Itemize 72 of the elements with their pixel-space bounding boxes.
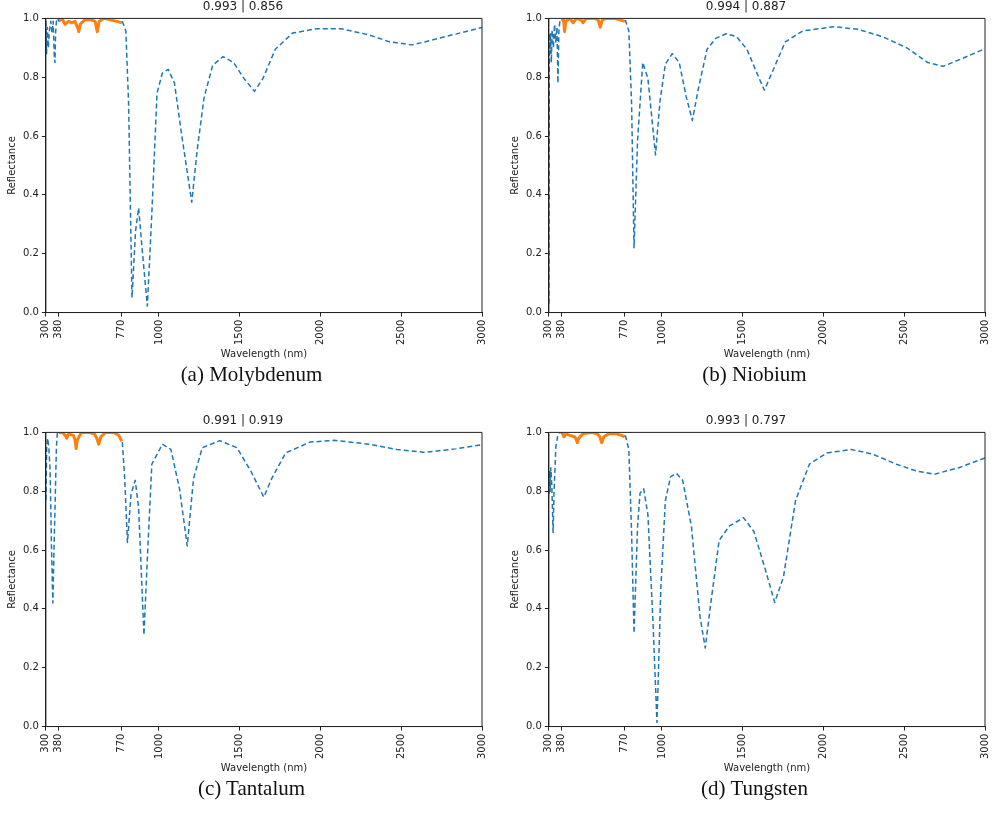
x-axis-title: Wavelength (nm) [723,761,811,773]
y-tick-label: 1.0 [23,11,39,23]
x-tick-label: 2000 [314,319,326,345]
y-tick-label: 0.4 [23,602,39,614]
y-tick-label: 1.0 [23,425,39,437]
x-tick-label: 1000 [152,733,164,759]
y-axis-title: Reflectance [5,550,17,609]
x-tick-label: 2000 [314,733,326,759]
y-axis-title: Reflectance [5,136,17,195]
text: (a) Molybdenum [179,362,324,387]
x-tick-label: 770 [618,319,630,339]
x-tick-label: 770 [618,733,630,753]
y-axis-title: Reflectance [508,136,520,195]
text: (c) Tantalum [196,776,307,801]
x-tick-label: 1000 [655,319,667,345]
x-tick-label: 3000 [475,319,487,345]
x-axis-title: Wavelength (nm) [220,761,308,773]
x-tick-label: 1500 [736,733,748,759]
x-axis-title: Wavelength (nm) [220,347,308,359]
chart-title: 0.993 | 0.856 [202,0,284,14]
y-tick-label: 0.4 [526,602,542,614]
x-tick-label: 770 [115,319,127,339]
x-tick-label: 380 [555,733,567,753]
y-tick-label: 0.6 [23,129,39,141]
x-tick-label: 1000 [655,733,667,759]
y-tick-label: 0.8 [526,70,542,82]
x-tick-label: 2500 [897,319,909,345]
y-tick-label: 0.0 [526,720,542,732]
y-tick-label: 1.0 [526,425,542,437]
chart-title: 0.994 | 0.887 [705,0,787,14]
chart-title: 0.991 | 0.919 [202,413,284,428]
y-tick-label: 0.2 [23,247,39,259]
x-tick-label: 1500 [736,319,748,345]
x-tick-label: 3000 [475,733,487,759]
chart-title: 0.993 | 0.797 [705,413,787,428]
y-tick-label: 1.0 [526,11,542,23]
y-tick-label: 0.6 [526,543,542,555]
x-tick-label: 2500 [394,733,406,759]
y-tick-label: 0.4 [526,188,542,200]
x-axis-title: Wavelength (nm) [723,347,811,359]
x-tick-label: 300 [39,319,51,339]
y-tick-label: 0.2 [526,661,542,673]
text: (d) Tungsten [700,776,809,801]
x-tick-label: 1000 [152,319,164,345]
x-tick-label: 300 [39,733,51,753]
x-tick-label: 300 [542,733,554,753]
x-tick-label: 2500 [897,733,909,759]
y-tick-label: 0.8 [526,484,542,496]
x-tick-label: 300 [542,319,554,339]
x-tick-label: 380 [52,733,64,753]
x-tick-label: 770 [115,733,127,753]
x-tick-label: 1500 [233,733,245,759]
y-tick-label: 0.2 [23,661,39,673]
y-tick-label: 0.8 [23,70,39,82]
y-tick-label: 0.6 [23,543,39,555]
y-tick-label: 0.8 [23,484,39,496]
y-tick-label: 0.2 [526,247,542,259]
y-axis-title: Reflectance [508,550,520,609]
x-tick-label: 3000 [978,733,990,759]
x-tick-label: 380 [52,319,64,339]
y-tick-label: 0.6 [526,129,542,141]
x-tick-label: 2000 [817,733,829,759]
y-tick-label: 0.0 [23,720,39,732]
y-tick-label: 0.0 [526,306,542,318]
x-tick-label: 3000 [978,319,990,345]
x-tick-label: 2500 [394,319,406,345]
x-tick-label: 2000 [817,319,829,345]
x-tick-label: 380 [555,319,567,339]
y-tick-label: 0.4 [23,188,39,200]
y-tick-label: 0.0 [23,306,39,318]
x-tick-label: 1500 [233,319,245,345]
text: (b) Niobium [701,362,808,387]
